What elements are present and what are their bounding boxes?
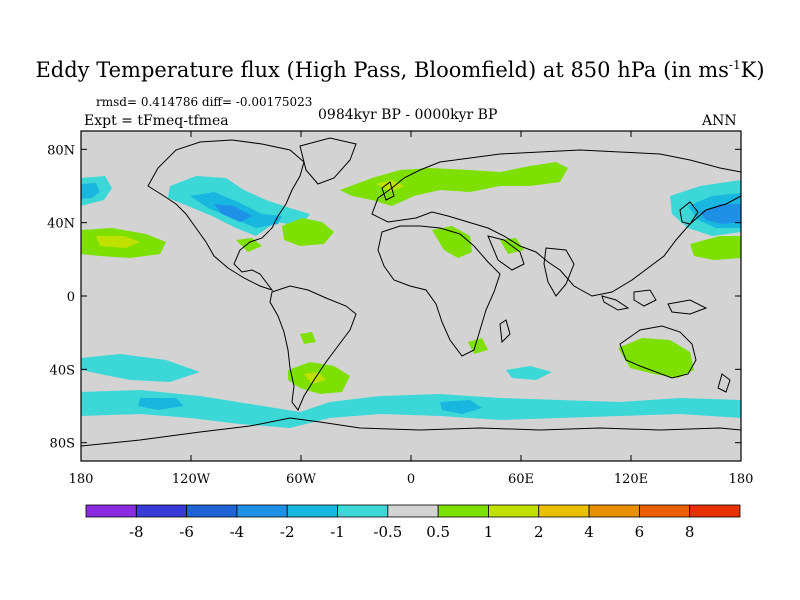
colorbar-swatch (588, 504, 640, 518)
stats-label: rmsd= 0.414786 diff= -0.00175023 (96, 95, 313, 109)
coastline-australia (619, 325, 697, 379)
colorbar-label: 8 (685, 523, 695, 541)
coastline-greenland (299, 137, 357, 185)
colorbar-label: -6 (179, 523, 194, 541)
coastline-india (543, 247, 575, 297)
latitude-axis: 80N 40N 0 40S 80S (47, 143, 741, 452)
coastline-uk (381, 181, 395, 201)
anomaly-region-natl-sub (282, 218, 334, 246)
colorbar-swatch (286, 504, 338, 518)
coastline-south-america (269, 285, 357, 411)
coastline-eurasia (371, 149, 741, 297)
colorbar-swatch (135, 504, 188, 518)
chart-title: Eddy Temperature flux (High Pass, Bloomf… (0, 58, 800, 82)
anomaly-field (81, 162, 741, 428)
anomaly-region-southern-ocean (81, 390, 741, 428)
lon-tick-label: 0 (407, 472, 415, 487)
colorbar-swatch (437, 504, 489, 518)
lon-tick-label: 180 (69, 472, 94, 487)
anomaly-region-nafrica (432, 226, 472, 258)
anomaly-region-natl-core2 (214, 204, 252, 222)
colorbar-swatch (538, 504, 590, 518)
anomaly-region-npac-east-core (81, 183, 100, 199)
lat-tick-label: 80S (50, 437, 75, 452)
anomaly-region-stpac-core (96, 236, 140, 248)
anomaly-region-gulf (236, 238, 262, 252)
title-end: K) (740, 58, 765, 82)
lon-tick-label: 60W (286, 472, 317, 487)
colorbar-label: -8 (129, 523, 144, 541)
coastline-borneo (633, 289, 657, 307)
expt-label: Expt = tFmeq-tfmea (84, 113, 229, 129)
lon-tick-label: 120E (614, 472, 648, 487)
lat-tick-label: 40S (50, 363, 75, 378)
colorbar-swatch (236, 504, 288, 518)
lon-tick-label: 180 (729, 472, 754, 487)
anomaly-region-sam (300, 332, 316, 344)
colorbar-swatch (488, 504, 540, 518)
colorbar-swatch (638, 504, 691, 518)
title-text: Eddy Temperature flux (High Pass, Bloomf… (35, 58, 729, 82)
season-label: ANN (702, 113, 737, 129)
lon-tick-label: 120W (172, 472, 211, 487)
period-label: 0984kyr BP - 0000kyr BP (318, 107, 498, 123)
anomaly-region-eurasia (340, 162, 568, 206)
lat-tick-label: 40N (47, 217, 75, 232)
coastline-arabia (487, 235, 525, 271)
coastline-madagascar (499, 319, 511, 344)
anomaly-region-southern-ocean-core2 (440, 400, 482, 414)
colorbar-swatch (186, 504, 238, 518)
anomaly-region-southern-ocean-core (138, 398, 184, 410)
longitude-axis: 180 120W 60W 0 60E 120E 180 (69, 131, 754, 487)
coastline-new-guinea (667, 299, 708, 315)
coastlines (81, 137, 741, 447)
colorbar: -8 -6 -4 -2 -1 -0.5 0.5 1 2 4 6 8 (85, 504, 741, 541)
lon-tick-label: 60E (508, 472, 534, 487)
anomaly-region-eurasia-core (376, 180, 404, 192)
colorbar-swatch (337, 504, 389, 518)
colorbar-label: 0.5 (426, 523, 450, 541)
coastline-north-america (147, 139, 305, 291)
anomaly-region-spac (81, 354, 200, 382)
coastline-antarctica (81, 417, 741, 447)
anomaly-region-australia (618, 338, 694, 378)
coastline-africa (377, 225, 501, 357)
lat-tick-label: 0 (67, 290, 75, 305)
colorbar-label: 4 (584, 523, 594, 541)
colorbar-label: -2 (280, 523, 295, 541)
colorbar-label: 2 (534, 523, 544, 541)
colorbar-label: -4 (230, 523, 245, 541)
coastline-new-zealand (717, 373, 731, 393)
coastline-japan (679, 201, 699, 225)
colorbar-label: -1 (330, 523, 345, 541)
anomaly-region-spac-east (506, 366, 552, 380)
colorbar-swatch (689, 504, 741, 518)
anomaly-region-stpac-west (690, 236, 741, 260)
colorbar-label: 6 (635, 523, 645, 541)
title-superscript: -1 (728, 58, 741, 72)
colorbar-swatch (387, 504, 439, 518)
lat-tick-label: 80N (47, 143, 75, 158)
colorbar-label: -0.5 (373, 523, 402, 541)
coastline-sumatra (601, 295, 630, 311)
colorbar-label: 1 (484, 523, 494, 541)
colorbar-swatch (85, 504, 137, 518)
